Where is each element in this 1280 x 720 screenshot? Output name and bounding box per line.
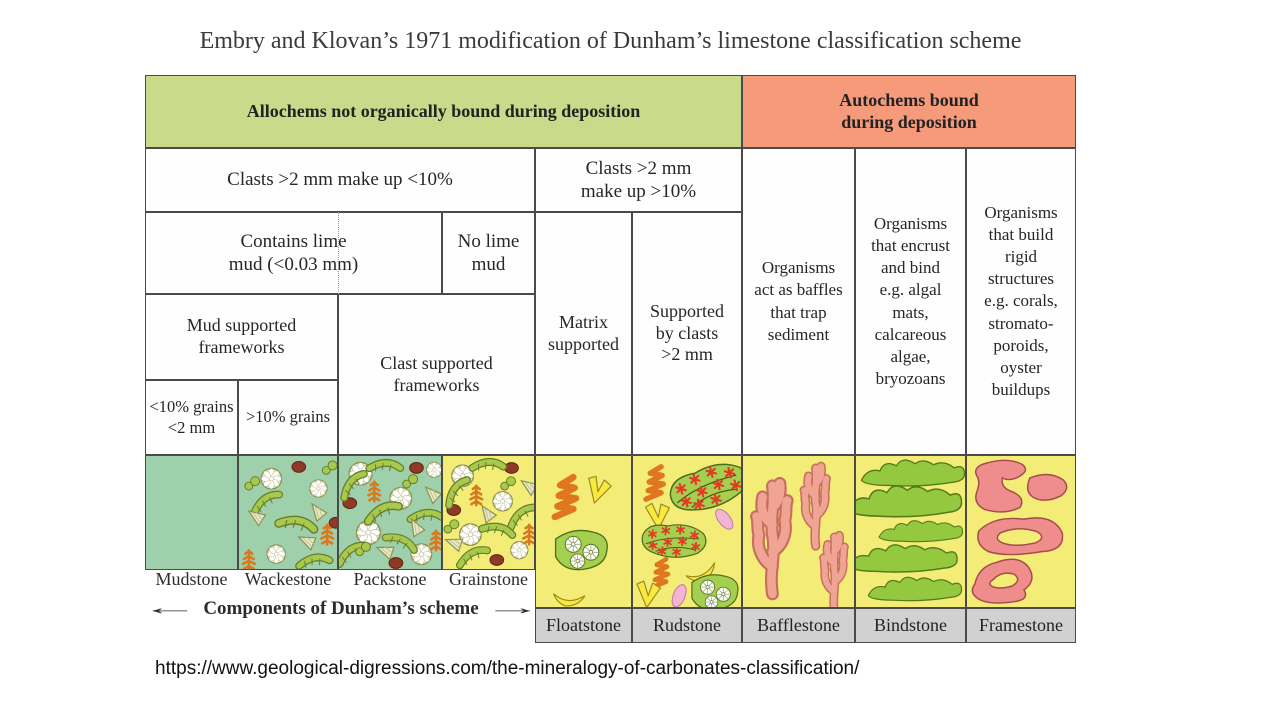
cell-clasts-gt10: Clasts >2 mm make up >10%: [535, 148, 742, 212]
rock-label-rudstone: Rudstone: [632, 608, 742, 643]
cell-gt10-grains: >10% grains: [238, 380, 338, 455]
rudstone-illustration: [632, 455, 742, 608]
packstone-texture-svg: [339, 456, 441, 569]
framestone-texture-svg: [971, 459, 1068, 604]
header-allochems-label: Allochems not organically bound during d…: [246, 100, 641, 121]
packstone-illustration: [338, 455, 442, 570]
bindstone-texture-svg: [856, 459, 965, 602]
cell-clasts-lt10: Clasts >2 mm make up <10%: [145, 148, 535, 212]
framestone-illustration: [966, 455, 1076, 608]
wackestone-illustration: [238, 455, 338, 570]
wackestone-texture-svg: [241, 460, 337, 569]
right-arrow-icon: →: [483, 598, 542, 619]
dunham-label-grainstone: Grainstone: [449, 569, 528, 589]
rudstone-texture-svg: [636, 456, 741, 607]
cell-supported-by-clasts: Supported by clasts >2 mm: [632, 212, 742, 455]
source-url-link[interactable]: https://www.geological-digressions.com/t…: [155, 658, 860, 679]
cell-organisms-baffles: Organisms act as baffles that trap sedim…: [742, 148, 855, 455]
cell-contains-lime-mud: Contains lime mud (<0.03 mm): [145, 212, 442, 294]
dunham-label-packstone: Packstone: [353, 569, 427, 589]
rock-label-bindstone: Bindstone: [855, 608, 966, 643]
bafflestone-illustration: [742, 455, 855, 608]
cell-no-lime-mud: No lime mud: [442, 212, 535, 294]
cell-lt10-grains: <10% grains <2 mm: [145, 380, 238, 455]
dunham-label-wackestone: Wackestone: [244, 569, 332, 589]
cell-organisms-rigid: Organisms that build rigid structures e.…: [966, 148, 1076, 455]
dunham-label-mudstone: Mudstone: [155, 569, 228, 589]
bindstone-illustration: [855, 455, 966, 608]
bafflestone-texture-svg: [743, 456, 854, 607]
rock-label-bafflestone: Bafflestone: [742, 608, 855, 643]
header-autochems: Autochems bound during deposition: [742, 75, 1076, 148]
mudstone-illustration: [145, 455, 238, 570]
grainstone-illustration: [442, 455, 535, 570]
cell-mud-supported: Mud supported frameworks: [145, 294, 338, 380]
floatstone-texture-svg: [536, 456, 614, 607]
cell-clast-supported: Clast supported frameworks: [338, 294, 535, 455]
slide-title: Embry and Klovan’s 1971 modification of …: [199, 28, 1022, 54]
dunham-caption-row: ← Components of Dunham’s scheme →: [140, 595, 542, 623]
cell-matrix-supported: Matrix supported: [535, 212, 632, 455]
header-allochems: Allochems not organically bound during d…: [145, 75, 742, 148]
dotted-divider: [338, 212, 339, 294]
cell-organisms-encrust: Organisms that encrust and bind e.g. alg…: [855, 148, 966, 455]
left-arrow-icon: ←: [140, 598, 199, 619]
header-autochems-label: Autochems bound during deposition: [839, 89, 979, 132]
classification-table: Allochems not organically bound during d…: [140, 75, 1076, 643]
floatstone-illustration: [535, 455, 632, 608]
rock-label-floatstone: Floatstone: [535, 608, 632, 643]
rock-label-framestone: Framestone: [966, 608, 1076, 643]
grainstone-texture-svg: [443, 456, 534, 569]
dunham-caption: Components of Dunham’s scheme: [203, 598, 479, 619]
